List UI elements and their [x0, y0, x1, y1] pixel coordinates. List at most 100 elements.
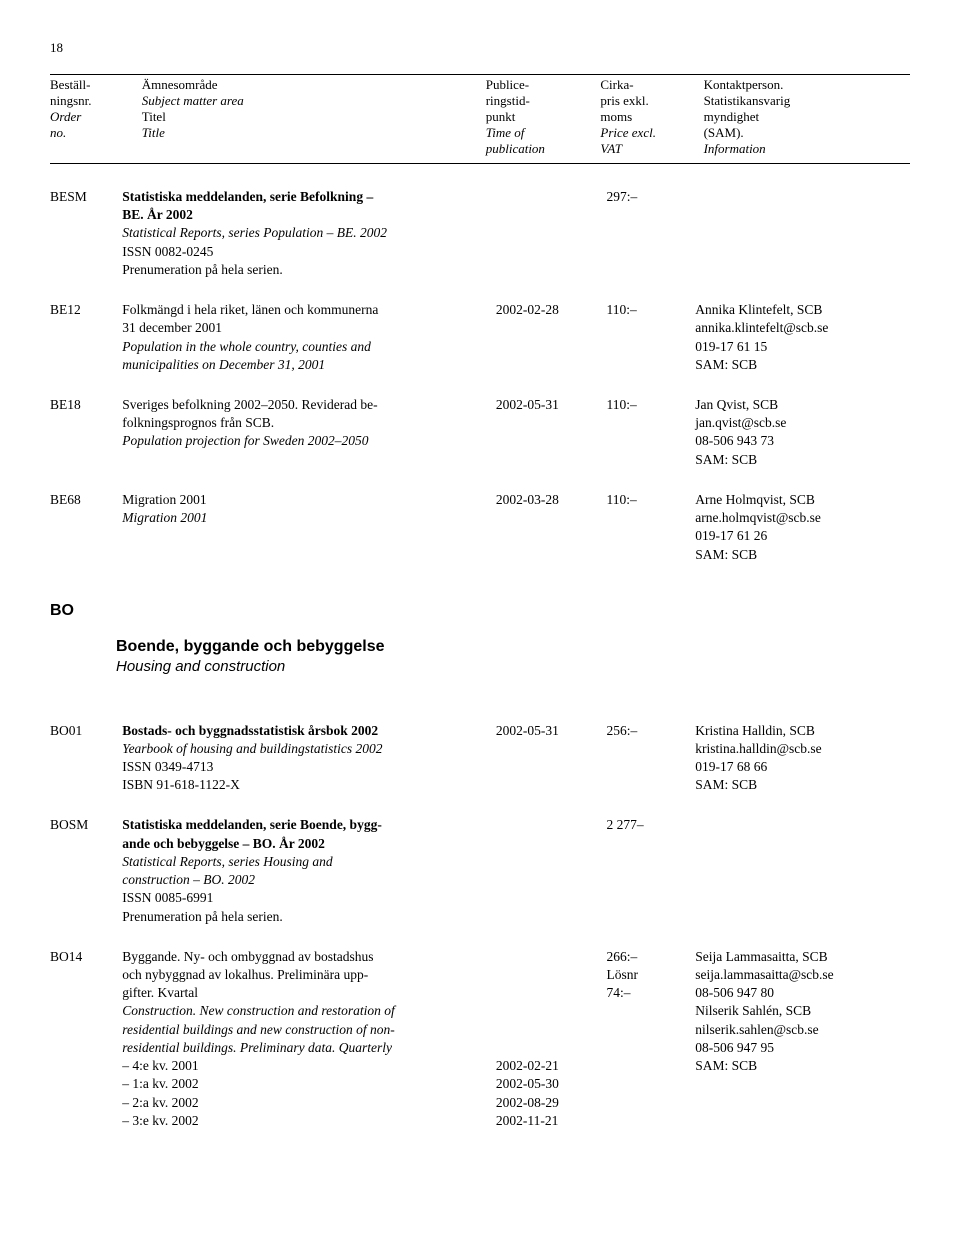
contact-line: kristina.halldin@scb.se	[695, 741, 821, 756]
header-col-subject: Ämnesområde Subject matter area Titel Ti…	[142, 77, 486, 157]
entry-date	[496, 816, 607, 925]
entry-date	[496, 188, 607, 279]
entry-date: 2002-03-28	[496, 491, 607, 564]
date-line: 2002-11-21	[496, 1113, 559, 1128]
title-ital: construction – BO. 2002	[122, 872, 255, 887]
title-line: folkningsprognos från SCB.	[122, 415, 274, 430]
entry-price: 110:–	[607, 301, 696, 374]
entry-title: Sveriges befolkning 2002–2050. Reviderad…	[122, 396, 496, 469]
contact-line: jan.qvist@scb.se	[695, 415, 786, 430]
price-line: Lösnr	[607, 967, 639, 982]
hdr-l: Information	[704, 141, 766, 156]
section-code: BO	[50, 600, 116, 700]
title-ital: Population projection for Sweden 2002–20…	[122, 433, 368, 448]
hdr-l: ningsnr.	[50, 93, 92, 108]
entry-code: BOSM	[50, 816, 122, 925]
entry-date: 2002-02-21 2002-05-30 2002-08-29 2002-11…	[496, 948, 607, 1130]
isbn: ISBN 91-618-1122-X	[122, 777, 240, 792]
entry-bosm: BOSM Statistiska meddelanden, serie Boen…	[50, 816, 910, 925]
entry-date: 2002-02-28	[496, 301, 607, 374]
contact-line: 08-506 947 80	[695, 985, 774, 1000]
title-line: Migration 2001	[122, 492, 206, 507]
hdr-l: VAT	[600, 141, 622, 156]
title-ital: residential buildings. Preliminary data.…	[122, 1040, 392, 1055]
title-line: Bostads- och byggnadsstatistisk årsbok 2…	[122, 723, 378, 738]
note: Prenumeration på hela serien.	[122, 262, 282, 277]
section-code-text: BO	[50, 602, 74, 619]
hdr-l: Ämnesområde	[142, 77, 218, 92]
contact-line: 08-506 943 73	[695, 433, 774, 448]
quarter: – 4:e kv. 2001	[122, 1058, 198, 1073]
contact-line: SAM: SCB	[695, 777, 757, 792]
date-line: 2002-02-21	[496, 1058, 559, 1073]
note: Prenumeration på hela serien.	[122, 909, 282, 924]
hdr-l: Time of	[486, 125, 525, 140]
contact-line: Nilserik Sahlén, SCB	[695, 1003, 811, 1018]
hdr-l: publication	[486, 141, 545, 156]
contact-line: Kristina Halldin, SCB	[695, 723, 815, 738]
header-col-pub: Publice- ringstid- punkt Time of publica…	[486, 77, 601, 157]
title-ital: Statistical Reports, series Population –…	[122, 225, 387, 240]
section-heading: Boende, byggande och bebyggelse	[116, 636, 904, 658]
header-col-contact: Kontaktperson. Statistikansvarig myndigh…	[704, 77, 910, 157]
hdr-l: myndighet	[704, 109, 760, 124]
header-table: Beställ- ningsnr. Order no. Ämnesområde …	[50, 77, 910, 157]
title-ital: residential buildings and new constructi…	[122, 1022, 395, 1037]
contact-line: Seija Lammasaitta, SCB	[695, 949, 827, 964]
entry-title: Statistiska meddelanden, serie Befolknin…	[122, 188, 496, 279]
contact-line: 019-17 68 66	[695, 759, 767, 774]
title-line: gifter. Kvartal	[122, 985, 198, 1000]
section-sub: Housing and construction	[116, 657, 904, 677]
contact-line: nilserik.sahlen@scb.se	[695, 1022, 818, 1037]
title-ital: Construction. New construction and resto…	[122, 1003, 395, 1018]
title-line: Statistiska meddelanden, serie Boende, b…	[122, 817, 382, 832]
entry-code: BE18	[50, 396, 122, 469]
date-line: 2002-08-29	[496, 1095, 559, 1110]
hdr-l: Order	[50, 109, 81, 124]
entry-contact	[695, 188, 910, 279]
header-col-order: Beställ- ningsnr. Order no.	[50, 77, 142, 157]
section-title-cell: Boende, byggande och bebyggelse Housing …	[116, 600, 910, 700]
title-line: ande och bebyggelse – BO. År 2002	[122, 836, 325, 851]
contact-line: SAM: SCB	[695, 547, 757, 562]
entry-bo01: BO01 Bostads- och byggnadsstatistisk års…	[50, 722, 910, 795]
contact-line: SAM: SCB	[695, 1058, 757, 1073]
entry-code: BE68	[50, 491, 122, 564]
hdr-l: pris exkl.	[600, 93, 648, 108]
entry-code: BO14	[50, 948, 122, 1130]
entry-contact: Seija Lammasaitta, SCB seija.lammasaitta…	[695, 948, 910, 1130]
entry-be12: BE12 Folkmängd i hela riket, länen och k…	[50, 301, 910, 374]
contact-line: arne.holmqvist@scb.se	[695, 510, 821, 525]
title-ital: Migration 2001	[122, 510, 207, 525]
entry-title: Bostads- och byggnadsstatistisk årsbok 2…	[122, 722, 496, 795]
entry-title: Statistiska meddelanden, serie Boende, b…	[122, 816, 496, 925]
entry-contact: Kristina Halldin, SCB kristina.halldin@s…	[695, 722, 910, 795]
title-ital: Statistical Reports, series Housing and	[122, 854, 332, 869]
header-rule-top	[50, 74, 910, 75]
title-line: BE. År 2002	[122, 207, 193, 222]
entry-price: 110:–	[607, 396, 696, 469]
entry-besm: BESM Statistiska meddelanden, serie Befo…	[50, 188, 910, 279]
entry-price: 256:–	[607, 722, 696, 795]
title-line: Statistiska meddelanden, serie Befolknin…	[122, 189, 373, 204]
title-line: 31 december 2001	[122, 320, 222, 335]
entry-code: BESM	[50, 188, 122, 279]
hdr-l: Publice-	[486, 77, 529, 92]
entry-price: 266:– Lösnr 74:–	[607, 948, 696, 1130]
title-line: Sveriges befolkning 2002–2050. Reviderad…	[122, 397, 377, 412]
title-line: Byggande. Ny- och ombyggnad av bostadshu…	[122, 949, 373, 964]
entry-price: 2 277–	[607, 816, 696, 925]
contact-line: 019-17 61 15	[695, 339, 767, 354]
title-line: Folkmängd i hela riket, länen och kommun…	[122, 302, 378, 317]
contact-line: seija.lammasaitta@scb.se	[695, 967, 833, 982]
contact-line: Arne Holmqvist, SCB	[695, 492, 815, 507]
hdr-l: Cirka-	[600, 77, 633, 92]
entry-bo14: BO14 Byggande. Ny- och ombyggnad av bost…	[50, 948, 910, 1130]
hdr-l: Titel	[142, 109, 166, 124]
quarter: – 3:e kv. 2002	[122, 1113, 198, 1128]
quarter: – 2:a kv. 2002	[122, 1095, 198, 1110]
hdr-l: no.	[50, 125, 66, 140]
entry-code: BO01	[50, 722, 122, 795]
hdr-l: Subject matter area	[142, 93, 244, 108]
hdr-l: Title	[142, 125, 165, 140]
